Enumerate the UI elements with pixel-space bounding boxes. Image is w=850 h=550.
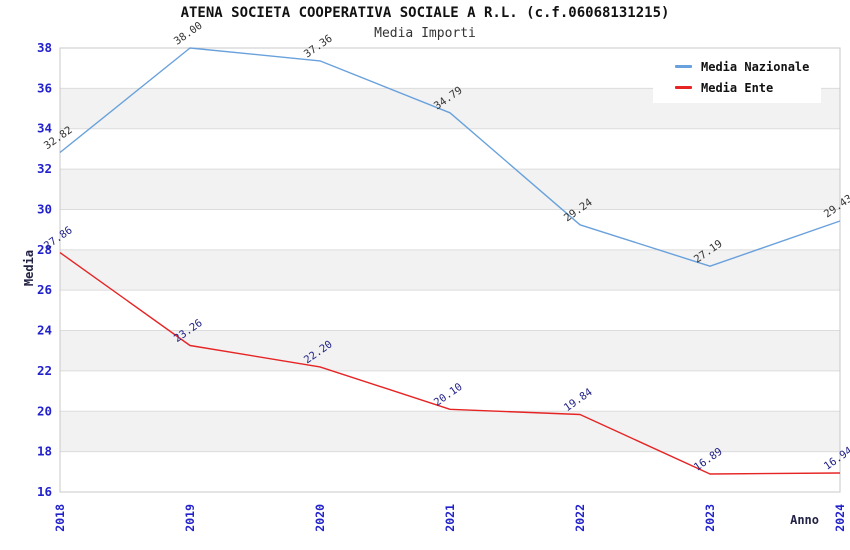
x-tick-label: 2019 (183, 504, 197, 532)
y-tick-label: 30 (37, 201, 52, 216)
y-tick-label: 36 (37, 80, 52, 95)
chart-title: ATENA SOCIETA COOPERATIVA SOCIALE A R.L.… (180, 5, 670, 21)
legend-line-swatch-ente (675, 86, 692, 89)
plot-frame (59, 47, 841, 493)
x-tick-label: 2024 (833, 504, 847, 532)
y-tick-label: 26 (37, 282, 52, 297)
data-label: 19.84 (562, 386, 595, 414)
series-line-1 (59, 252, 841, 475)
y-tick-label: 34 (37, 121, 52, 136)
y-tick-label: 20 (37, 403, 52, 418)
data-label: 20.10 (432, 381, 465, 409)
band (60, 411, 840, 452)
x-tick-label: 2023 (703, 504, 717, 532)
y-tick-label: 18 (37, 444, 52, 459)
x-tick-label: 2022 (573, 504, 587, 532)
data-label: 27.86 (42, 224, 75, 252)
x-tick-label: 2018 (53, 504, 67, 532)
series-line-0 (59, 47, 841, 267)
y-tick-label: 24 (37, 323, 52, 338)
band (60, 330, 840, 371)
data-label: 37.36 (302, 32, 335, 60)
chart-subtitle: Media Importi (374, 26, 476, 41)
x-tick-label: 2021 (443, 504, 457, 532)
y-tick-label: 22 (37, 363, 52, 378)
band (60, 249, 840, 291)
y-tick-label: 38 (37, 40, 52, 55)
legend-label-ente: Media Ente (701, 80, 774, 95)
y-tick-label: 28 (37, 242, 52, 257)
legend-item-media-ente: Media Ente (675, 81, 821, 95)
legend-line-swatch-nazionale (675, 65, 692, 68)
y-tick-label: 16 (37, 484, 52, 499)
x-tick-label: 2020 (313, 504, 327, 532)
band (60, 169, 840, 210)
legend-item-media-nazionale: Media Nazionale (675, 60, 821, 74)
legend-label-nazionale: Media Nazionale (701, 59, 810, 74)
x-axis-title: Anno (790, 513, 819, 527)
data-label: 38.00 (172, 20, 205, 48)
legend: Media Nazionale Media Ente (653, 51, 821, 103)
y-tick-label: 32 (37, 161, 52, 176)
